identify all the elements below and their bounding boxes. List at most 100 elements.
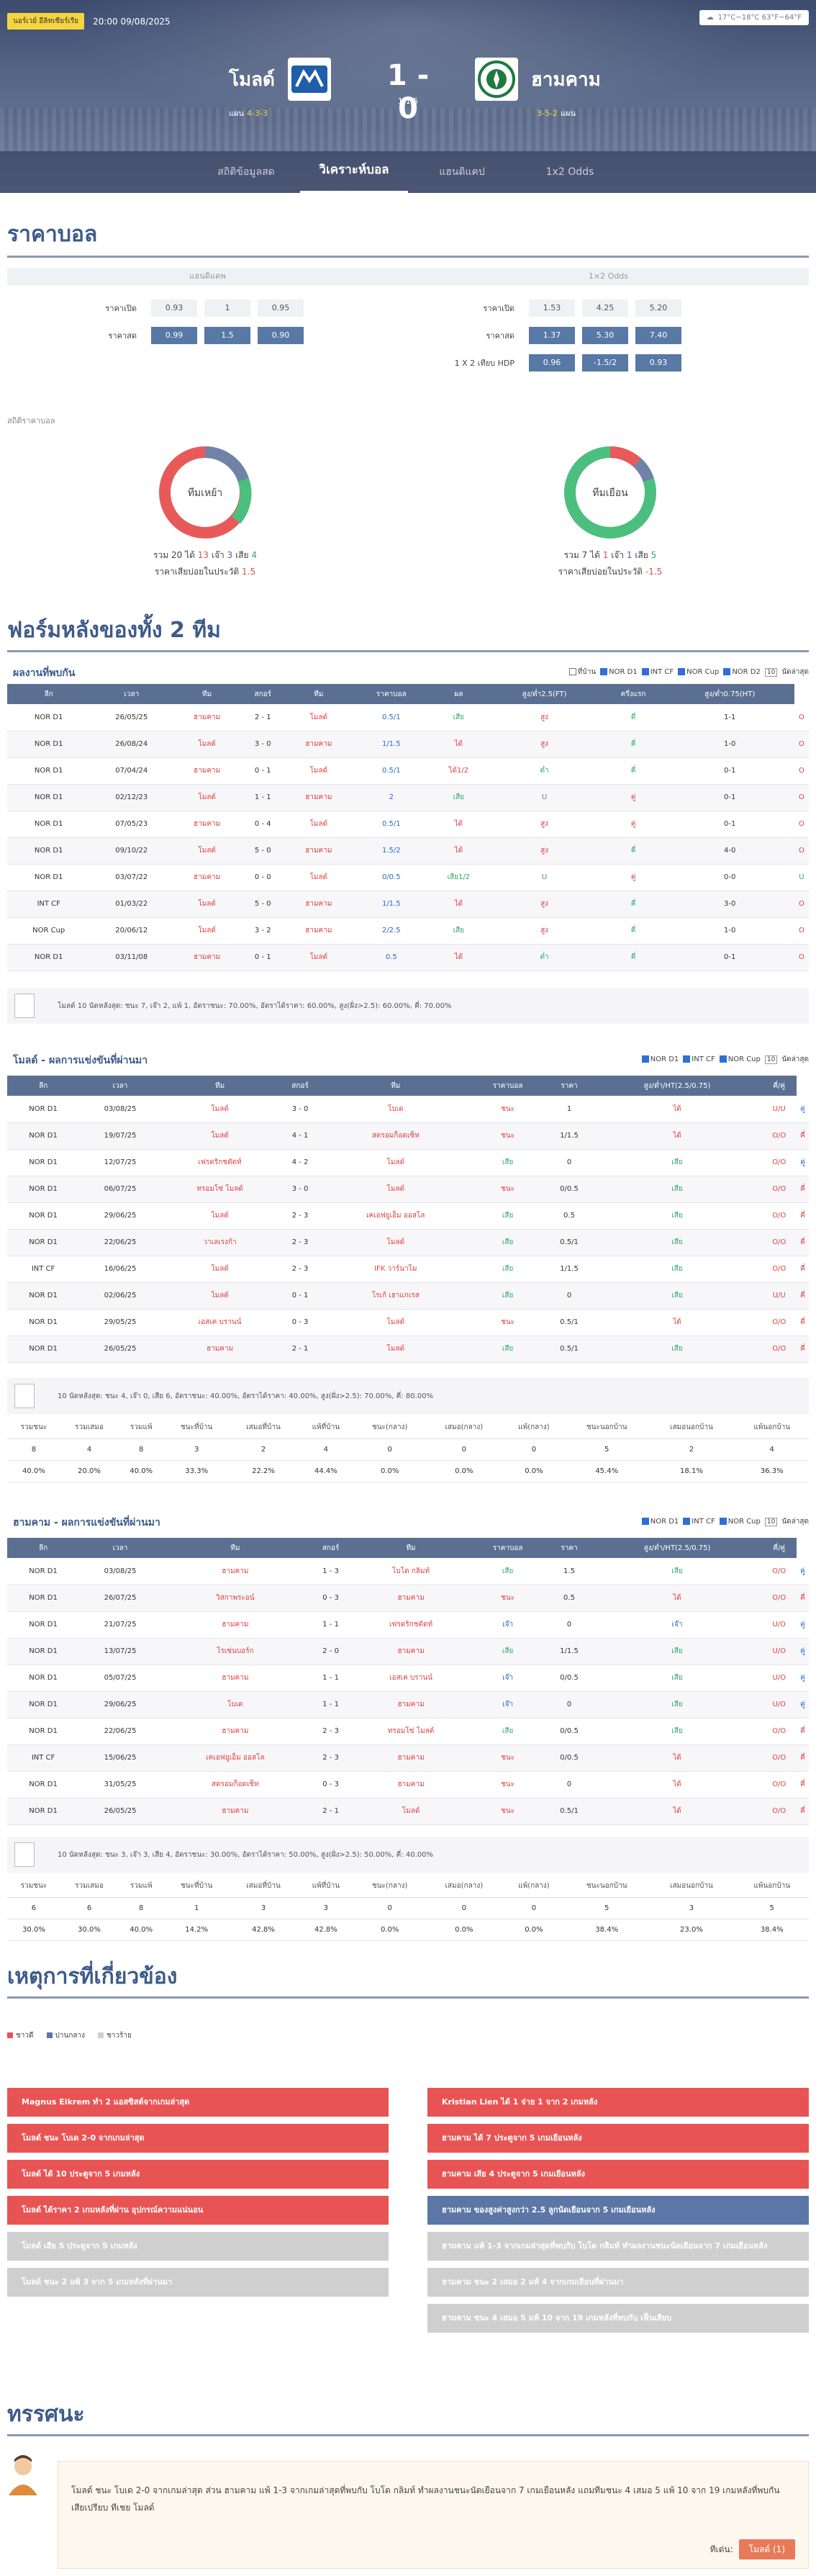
table-cell[interactable]: สตรอมก็อดเซ็ท (160, 1771, 309, 1798)
event-item[interactable]: ฮามคาม ชนะ 2 เสมอ 2 แพ้ 4 จากเกมเยือนที่… (427, 2268, 809, 2297)
table-cell[interactable]: โมลด์ (321, 1176, 470, 1203)
table-cell[interactable]: วาเลเรงก้า (160, 1229, 279, 1256)
table-cell[interactable]: โมลด์ (173, 891, 242, 918)
table-row[interactable]: NOR Cup 20/06/12 โมลด์ 3 - 2 ฮามคาม 2/2.5 เสีย… (7, 917, 809, 945)
table-cell[interactable]: ทรอมโซ่ โมลด์ (160, 1176, 279, 1203)
table-cell[interactable]: ฮามคาม (284, 917, 353, 945)
table-row[interactable]: NOR D1 26/05/25 ฮามคาม 2 - 1 โมลด์ 0.5/1 เสียส… (7, 704, 809, 731)
event-item[interactable]: ฮามคาม ของสูงค่าสูงกว่า 2.5 ลูกนัดเยือนจ… (427, 2196, 809, 2225)
table-cell[interactable]: โมลด์ (321, 1149, 470, 1176)
table-cell[interactable]: ฮามคาม (352, 1691, 470, 1719)
table-row[interactable]: NOR D1 29/05/25 เอสเค บรานน์ 0 - 3 โมลด์ ชนะ 0… (7, 1309, 809, 1336)
away-team[interactable]: ฮามคาม (475, 58, 601, 101)
home-team-logo[interactable] (287, 58, 331, 101)
event-item[interactable]: Kristian Lien ได้ 1 จ่าย 1 จาก 2 เกมหลัง (427, 2088, 809, 2117)
table-cell[interactable]: โมลด์ (352, 1798, 470, 1825)
table-row[interactable]: NOR D1 07/04/24 ฮามคาม 0 - 1 โมลด์ 0.5/1 ได้1/… (7, 757, 809, 785)
table-cell[interactable]: ฮามคาม (284, 891, 353, 918)
table-cell[interactable]: เอสเค บรานน์ (352, 1665, 470, 1692)
table-row[interactable]: NOR D1 31/05/25 สตรอมก็อดเซ็ท 0 - 3 ฮามคาม ชน… (7, 1771, 809, 1798)
table-cell[interactable]: ฮามคาม (352, 1585, 470, 1612)
tab-handicap[interactable]: แฮนดิแคป (439, 166, 485, 178)
table-cell[interactable]: เคเอฟยูเอ็ม ออสโล (321, 1202, 470, 1230)
table-row[interactable]: NOR D1 03/08/25 โมลด์ 3 - 0 โบเด ชนะ 1 ได้ U/U คู… (7, 1096, 809, 1123)
table-cell[interactable]: ฮามคาม (160, 1611, 309, 1639)
table-cell[interactable]: โมลด์ (321, 1229, 470, 1256)
table-cell[interactable]: IFK วาร์นาโม (321, 1256, 470, 1283)
table-cell[interactable]: ฮามคาม (284, 784, 353, 811)
table-cell[interactable]: โมลด์ (173, 784, 242, 811)
table-row[interactable]: NOR D1 06/07/25 ทรอมโซ่ โมลด์ 3 - 0 โมลด์ ชนะ… (7, 1176, 809, 1203)
table-cell[interactable]: โมลด์ (321, 1309, 470, 1336)
table-cell[interactable]: ฮามคาม (160, 1665, 309, 1692)
event-item[interactable]: ฮามคาม แพ้ 1-3 จากเกมล่าสุดที่พบกับ โบโด… (427, 2232, 809, 2261)
table-cell[interactable]: วิสกาพระอน์ (160, 1585, 309, 1612)
event-item[interactable]: โมลด์ เสีย 5 ประตูจาก 5 เกมหลัง (7, 2232, 389, 2261)
event-item[interactable]: โมลด์ ได้ราคา 2 เกมหลังที่ผ่าน อุปกรณ์คว… (7, 2196, 389, 2225)
table-cell[interactable]: โมลด์ (173, 917, 242, 945)
table-cell[interactable]: ทรอมโซ่ โมลด์ (352, 1718, 470, 1745)
table-cell[interactable]: โมลด์ (173, 837, 242, 865)
table-cell[interactable]: โมลด์ (284, 944, 353, 971)
table-cell[interactable]: โมลด์ (160, 1282, 279, 1310)
table-cell[interactable]: โมลด์ (160, 1122, 279, 1150)
table-row[interactable]: NOR D1 26/07/25 วิสกาพระอน์ 0 - 3 ฮามคาม ชนะ 0… (7, 1585, 809, 1612)
table-cell[interactable]: โมลด์ (160, 1256, 279, 1283)
away-team-name[interactable]: ฮามคาม (531, 68, 601, 91)
event-item[interactable]: ฮามคาม ชนะ 4 เสมอ 5 แพ้ 10 จาก 19 เกมหลั… (427, 2304, 809, 2333)
table-row[interactable]: NOR D1 02/12/23 โมลด์ 1 - 1 ฮามคาม 2 เสีย U คู่ 0… (7, 784, 809, 811)
table-row[interactable]: NOR D1 29/06/25 โมลด์ 2 - 3 เคเอฟยูเอ็ม ออสโ… (7, 1202, 809, 1230)
event-item[interactable]: ฮามคาม เสีย 4 ประตูจาก 5 เกมเยือนหลัง (427, 2160, 809, 2189)
away-team-logo[interactable] (475, 58, 518, 101)
table-cell[interactable]: โมลด์ (284, 757, 353, 785)
tab-live-stats[interactable]: สถิติข้อมูลสด (217, 166, 275, 178)
table-cell[interactable]: โมลด์ (173, 731, 242, 758)
table-row[interactable]: INT CF 15/06/25 เคเอฟยูเอ็ม ออสโล 2 - 3 ฮามค… (7, 1744, 809, 1772)
table-cell[interactable]: ฮามคาม (160, 1336, 279, 1363)
count-select[interactable]: 10 (764, 667, 778, 677)
table-row[interactable]: INT CF 01/03/22 โมลด์ 5 - 0 ฮามคาม 1/1.5 ได้ สู… (7, 891, 809, 918)
table-cell[interactable]: โมลด์ (321, 1336, 470, 1363)
table-cell[interactable]: ฮามคาม (160, 1558, 309, 1585)
table-cell[interactable]: ฮามคาม (284, 731, 353, 758)
table-cell[interactable]: ฮามคาม (352, 1744, 470, 1772)
tab-analysis[interactable]: วิเคราะห์บอล (300, 151, 408, 193)
table-cell[interactable]: ฮามคาม (284, 837, 353, 865)
table-cell[interactable]: โมลด์ (284, 811, 353, 838)
table-cell[interactable]: โมลด์ (160, 1202, 279, 1230)
table-cell[interactable]: โบเด (160, 1691, 309, 1719)
home-team-name[interactable]: โมลด์ (229, 68, 275, 91)
table-cell[interactable]: โรเก้ เฮาแกเรส (321, 1282, 470, 1310)
table-row[interactable]: NOR D1 19/07/25 โมลด์ 4 - 1 สตรอมก็อดเซ็ท ชนะ… (7, 1122, 809, 1150)
table-cell[interactable]: โมลด์ (160, 1096, 279, 1123)
table-cell[interactable]: เฟรดริกชตัดท์ (352, 1611, 470, 1639)
table-row[interactable]: NOR D1 22/06/25 วาเลเรงก้า 2 - 3 โมลด์ เสีย 0.… (7, 1229, 809, 1256)
table-row[interactable]: NOR D1 09/10/22 โมลด์ 5 - 0 ฮามคาม 1.5/2 ได้ สู… (7, 837, 809, 865)
table-row[interactable]: NOR D1 22/06/25 ฮามคาม 2 - 3 ทรอมโซ่ โมลด์ เส… (7, 1718, 809, 1745)
table-cell[interactable]: เคเอฟยูเอ็ม ออสโล (160, 1744, 309, 1772)
table-row[interactable]: NOR D1 26/08/24 โมลด์ 3 - 0 ฮามคาม 1/1.5 ได้ สู… (7, 731, 809, 758)
table-cell[interactable]: ฮามคาม (173, 757, 242, 785)
table-row[interactable]: NOR D1 26/05/25 ฮามคาม 2 - 1 โมลด์ ชนะ 0.5/1 ได… (7, 1798, 809, 1825)
pick-button[interactable]: โมลด์ (1) (738, 2539, 795, 2559)
table-cell[interactable]: ฮามคาม (173, 944, 242, 971)
table-row[interactable]: NOR D1 03/11/08 ฮามคาม 0 - 1 โมลด์ 0.5 ได้ ต่ำค… (7, 944, 809, 971)
table-cell[interactable]: โบโด กลิมท์ (352, 1558, 470, 1585)
table-cell[interactable]: ฮามคาม (173, 864, 242, 891)
home-team[interactable]: โมลด์ (229, 58, 331, 101)
table-cell[interactable]: เฟรดริกชตัดท์ (160, 1149, 279, 1176)
table-cell[interactable]: โมลด์ (284, 864, 353, 891)
table-row[interactable]: NOR D1 26/05/25 ฮามคาม 2 - 1 โมลด์ เสีย 0.5/1 เ… (7, 1336, 809, 1363)
table-row[interactable]: NOR D1 05/07/25 ฮามคาม 1 - 1 เอสเค บรานน์ เจ๊… (7, 1665, 809, 1692)
table-cell[interactable]: เอสเค บรานน์ (160, 1309, 279, 1336)
table-cell[interactable]: ฮามคาม (160, 1718, 309, 1745)
table-cell[interactable]: ฮามคาม (173, 811, 242, 838)
tab-1x2-odds[interactable]: 1x2 Odds (545, 166, 594, 178)
table-row[interactable]: NOR D1 29/06/25 โบเด 1 - 1 ฮามคาม เจ๊า 0 เสีย U/… (7, 1691, 809, 1719)
table-row[interactable]: NOR D1 12/07/25 เฟรดริกชตัดท์ 4 - 2 โมลด์ เสี… (7, 1149, 809, 1176)
event-item[interactable]: Magnus Eikrem ทำ 2 แอสซิสต์จากเกมล่าสุด (7, 2088, 389, 2117)
event-item[interactable]: โมลด์ ชนะ 2 แพ้ 3 จาก 5 เกมหลังที่ผ่านมา (7, 2268, 389, 2297)
table-cell[interactable]: ฮามคาม (173, 704, 242, 731)
table-row[interactable]: NOR D1 13/07/25 โรเซ่นบอร์ก 2 - 0 ฮามคาม เสีย… (7, 1638, 809, 1665)
table-cell[interactable]: โบเด (321, 1096, 470, 1123)
